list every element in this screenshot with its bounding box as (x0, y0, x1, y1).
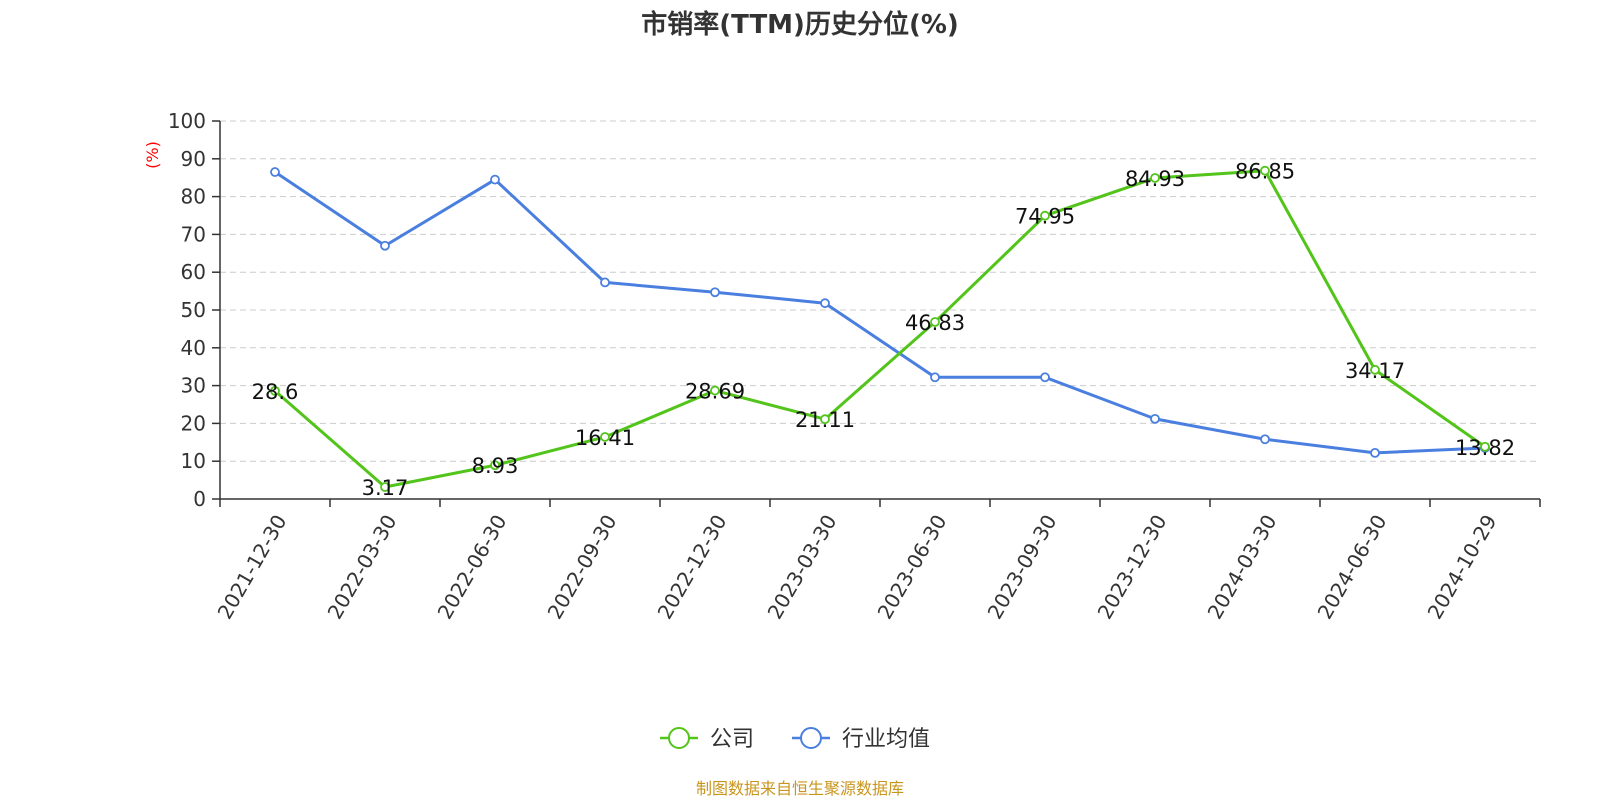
data-point (380, 240, 390, 251)
data-point (380, 482, 390, 492)
y-tick-label: 10 (181, 449, 206, 473)
data-point (1260, 434, 1270, 445)
x-tick-label: 2023-06-30 (873, 511, 952, 624)
y-tick-label: 90 (181, 147, 206, 171)
y-tick-label: 20 (181, 411, 206, 435)
x-axis-ticks: 2021-12-30 2022-03-30 2022-06-30 2022-09-30… (213, 499, 1541, 624)
data-point (1370, 364, 1380, 375)
data-point (490, 460, 500, 471)
data-point (930, 372, 940, 383)
x-tick-label: 2024-06-30 (1313, 511, 1392, 624)
data-point (600, 432, 610, 442)
data-label: 84.93 (1125, 167, 1185, 191)
data-label: 86.85 (1235, 160, 1295, 184)
data-point (820, 298, 830, 309)
data-label: 3.17 (362, 476, 409, 500)
series-line-0 (274, 169, 1486, 489)
x-tick-label: 2021-12-30 (213, 511, 292, 624)
data-label: 34.17 (1345, 359, 1405, 383)
data-point (600, 277, 610, 288)
data-point (930, 317, 940, 327)
data-label: 16.41 (575, 426, 635, 450)
y-tick-label: 0 (193, 487, 206, 511)
legend-label: 行业均值 (842, 727, 930, 752)
data-label: 28.69 (685, 380, 745, 404)
x-tick-label: 2023-03-30 (763, 511, 842, 624)
y-tick-label: 100 (168, 109, 206, 133)
data-point (1260, 165, 1270, 176)
data-labels: 28.6 3.17 8.93 16.41 28.69 21.11 46.83 74.95 84.… (252, 160, 1515, 500)
x-tick-label: 2023-09-30 (983, 511, 1062, 624)
series-layer (270, 165, 1490, 492)
source-note: 制图数据来自恒生聚源数据库 (696, 779, 904, 798)
y-axis-ticks: 0 10 20 30 40 50 60 70 80 90 100 (168, 109, 220, 511)
data-point (820, 414, 830, 425)
legend[interactable]: 公司 行业均值 (660, 727, 930, 752)
data-point (1040, 372, 1050, 383)
data-point (710, 385, 720, 396)
y-tick-label: 60 (181, 260, 206, 284)
data-point (1480, 441, 1490, 452)
data-label: 28.6 (252, 380, 299, 404)
data-point (1040, 210, 1050, 221)
x-tick-label: 2024-10-29 (1423, 511, 1502, 624)
legend-label: 公司 (710, 727, 754, 752)
y-tick-label: 70 (181, 222, 206, 246)
legend-marker (668, 727, 690, 749)
y-tick-label: 30 (181, 374, 206, 398)
x-tick-label: 2024-03-30 (1203, 511, 1282, 624)
y-tick-label: 40 (181, 336, 206, 360)
legend-marker (800, 727, 822, 749)
data-label: 8.93 (472, 454, 519, 478)
data-point (270, 385, 280, 396)
x-tick-label: 2022-06-30 (433, 511, 512, 624)
series-line-1 (274, 170, 1486, 455)
data-point (490, 174, 500, 185)
data-label: 13.82 (1455, 436, 1515, 460)
data-point (1150, 173, 1160, 183)
x-tick-label: 2022-03-30 (323, 511, 402, 624)
y-tick-label: 80 (181, 185, 206, 209)
gridlines (220, 120, 1540, 462)
data-point (1150, 413, 1160, 424)
data-label: 74.95 (1015, 205, 1075, 229)
data-label: 46.83 (905, 311, 965, 335)
data-point (270, 167, 280, 177)
x-tick-label: 2023-12-30 (1093, 511, 1172, 624)
x-tick-label: 2022-09-30 (543, 511, 622, 624)
data-point (710, 287, 720, 298)
data-label: 21.11 (795, 408, 855, 432)
x-tick-label: 2022-12-30 (653, 511, 732, 624)
y-axis-unit: (%) (143, 141, 162, 169)
data-point (1370, 447, 1380, 458)
chart-title: 市销率(TTM)历史分位(%) (641, 9, 959, 40)
y-tick-label: 50 (181, 298, 206, 322)
